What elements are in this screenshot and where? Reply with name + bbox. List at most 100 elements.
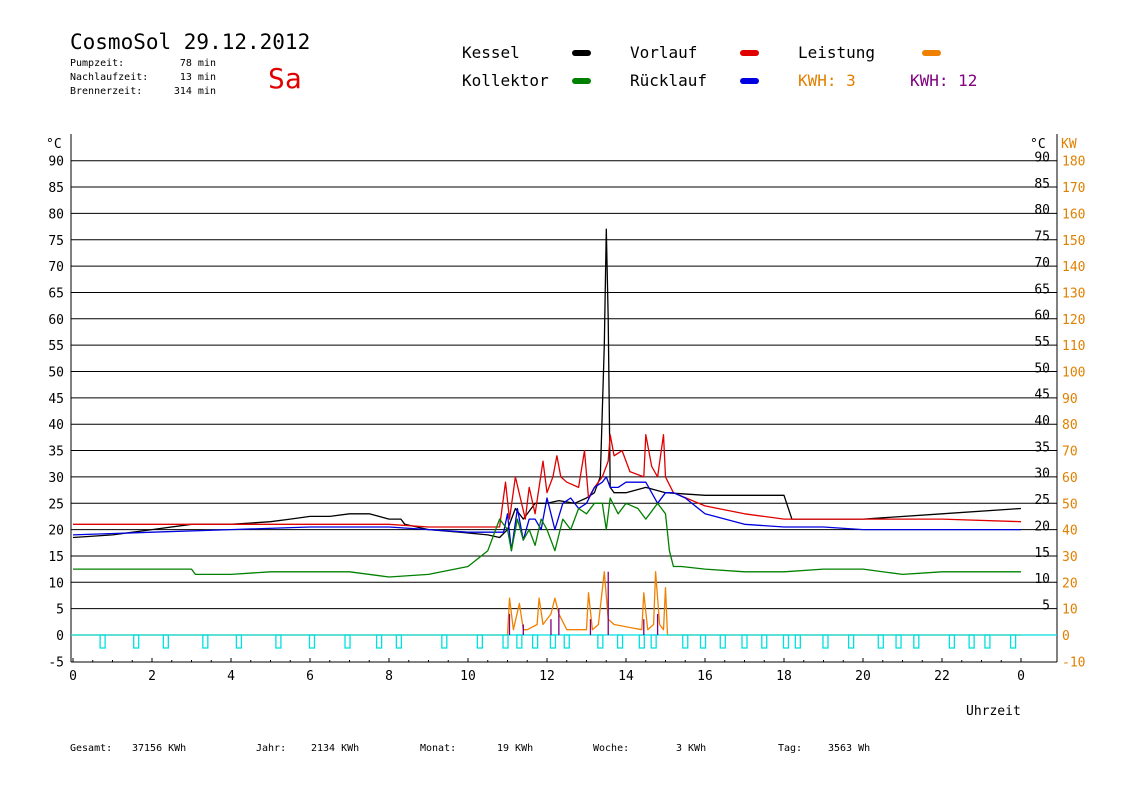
y-tick-right: 15	[1034, 546, 1050, 561]
x-tick-label: 22	[934, 669, 950, 684]
y-tick-left: 65	[48, 286, 64, 301]
pump-time-value: 78 min	[179, 58, 216, 69]
footer-total-label: Gesamt:	[70, 743, 113, 754]
pump-pulse	[235, 634, 243, 649]
pump-pulse	[895, 634, 902, 649]
y-tick-left: 60	[48, 313, 64, 328]
y-unit-kw: KW	[1061, 137, 1077, 152]
legend-kwh-purple: KWH: 12	[910, 71, 978, 90]
y-tick-kw: 0	[1062, 629, 1070, 644]
y-tick-kw: 140	[1062, 260, 1085, 275]
footer-week-label: Woche:	[593, 743, 630, 754]
y-tick-left: 20	[48, 524, 64, 539]
y-tick-kw: 80	[1062, 418, 1078, 433]
y-tick-left: 90	[48, 155, 64, 170]
y-tick-kw: 180	[1062, 155, 1085, 170]
y-tick-kw: 160	[1062, 207, 1085, 222]
footer-day-value: 3563 Wh	[828, 743, 871, 754]
pump-pulse	[761, 634, 768, 649]
y-tick-kw: 170	[1062, 181, 1085, 196]
y-tick-kw: 110	[1062, 339, 1085, 354]
legend-label-ruecklauf: Rücklauf	[630, 71, 708, 90]
y-tick-kw: 30	[1062, 550, 1078, 565]
x-tick-label: 0	[1017, 669, 1025, 684]
footer-day-label: Tag:	[778, 743, 803, 754]
y-tick-left: 5	[56, 603, 64, 618]
y-unit-right: °C	[1030, 137, 1046, 152]
x-axis-title: Uhrzeit	[966, 704, 1021, 719]
y-unit-left: °C	[46, 137, 62, 152]
y-tick-kw: 120	[1062, 313, 1085, 328]
legend-swatch-vorlauf	[740, 50, 759, 56]
pump-pulse	[597, 634, 604, 649]
legend-swatch-kessel	[572, 50, 591, 56]
x-tick-label: 14	[618, 669, 634, 684]
y-tick-right: 40	[1034, 414, 1050, 429]
y-tick-left: 15	[48, 550, 64, 565]
pump-pulse	[344, 634, 351, 649]
footer-week-value: 3 KWh	[676, 743, 707, 754]
y-tick-right: 5	[1042, 598, 1050, 613]
pump-pulse	[375, 634, 383, 649]
y-tick-left: 70	[48, 260, 64, 275]
nachlauf-time-label: Nachlaufzeit:	[70, 72, 149, 83]
y-tick-right: 20	[1034, 519, 1050, 534]
burner-time: Brennerzeit: 314 min	[70, 86, 216, 97]
pump-pulse	[984, 634, 991, 649]
legend-kwh-orange: KWH: 3	[798, 71, 856, 90]
x-tick-label: 0	[69, 669, 77, 684]
nachlauf-time: Nachlaufzeit: 13 min	[70, 72, 216, 83]
pump-pulse	[638, 634, 645, 649]
footer-year-value: 2134 KWh	[311, 743, 360, 754]
y-tick-left: 40	[48, 418, 64, 433]
y-tick-right: 50	[1034, 361, 1050, 376]
y-tick-left: 85	[48, 181, 64, 196]
y-tick-left: 45	[48, 392, 64, 407]
y-tick-right: 30	[1034, 467, 1050, 482]
pump-pulse	[441, 634, 448, 649]
x-tick-label: 18	[776, 669, 792, 684]
y-tick-kw: 130	[1062, 286, 1085, 301]
x-tick-label: 6	[306, 669, 314, 684]
y-tick-right: 60	[1034, 309, 1050, 324]
pump-pulse	[794, 634, 801, 649]
legend-label-vorlauf: Vorlauf	[630, 43, 698, 62]
x-tick-label: 20	[855, 669, 871, 684]
pump-pulse	[699, 634, 707, 649]
pump-pulse	[563, 634, 570, 649]
y-tick-left: 50	[48, 366, 64, 381]
y-tick-left: 55	[48, 339, 64, 354]
pump-pulse	[948, 634, 956, 649]
y-tick-left: 0	[56, 629, 64, 644]
legend-label-leistung: Leistung	[798, 43, 876, 62]
footer-month-label: Monat:	[420, 743, 457, 754]
footer-month-value: 19 KWh	[497, 743, 534, 754]
series-line-rcklauf	[72, 476, 1021, 552]
x-tick-label: 2	[148, 669, 156, 684]
burner-time-value: 314 min	[173, 86, 216, 97]
pump-pulse	[308, 634, 316, 649]
legend-label-kollektor: Kollektor	[462, 71, 549, 90]
series-line-vorlauf	[73, 434, 1022, 528]
pump-pulse	[99, 634, 106, 649]
x-tick-label: 16	[697, 669, 713, 684]
footer-year-label: Jahr:	[256, 743, 287, 754]
legend-swatch-kollektor	[572, 78, 591, 84]
y-tick-right: 70	[1034, 256, 1050, 271]
y-tick-right: 75	[1034, 230, 1050, 245]
y-tick-kw: 150	[1062, 234, 1085, 249]
pump-pulse	[913, 634, 920, 649]
y-tick-left: 75	[48, 234, 64, 249]
nachlauf-time-value: 13 min	[179, 72, 216, 83]
y-tick-kw: 10	[1062, 603, 1078, 618]
y-tick-kw: -10	[1062, 655, 1085, 670]
pump-pulse	[650, 634, 657, 649]
x-tick-label: 10	[460, 669, 476, 684]
series-line-kessel	[72, 228, 1022, 539]
pump-pulse	[877, 634, 884, 649]
pump-time-label: Pumpzeit:	[70, 58, 125, 69]
weekday-label: Sa	[268, 62, 302, 95]
x-tick-label: 4	[227, 669, 235, 684]
pump-pulse	[1009, 634, 1017, 649]
